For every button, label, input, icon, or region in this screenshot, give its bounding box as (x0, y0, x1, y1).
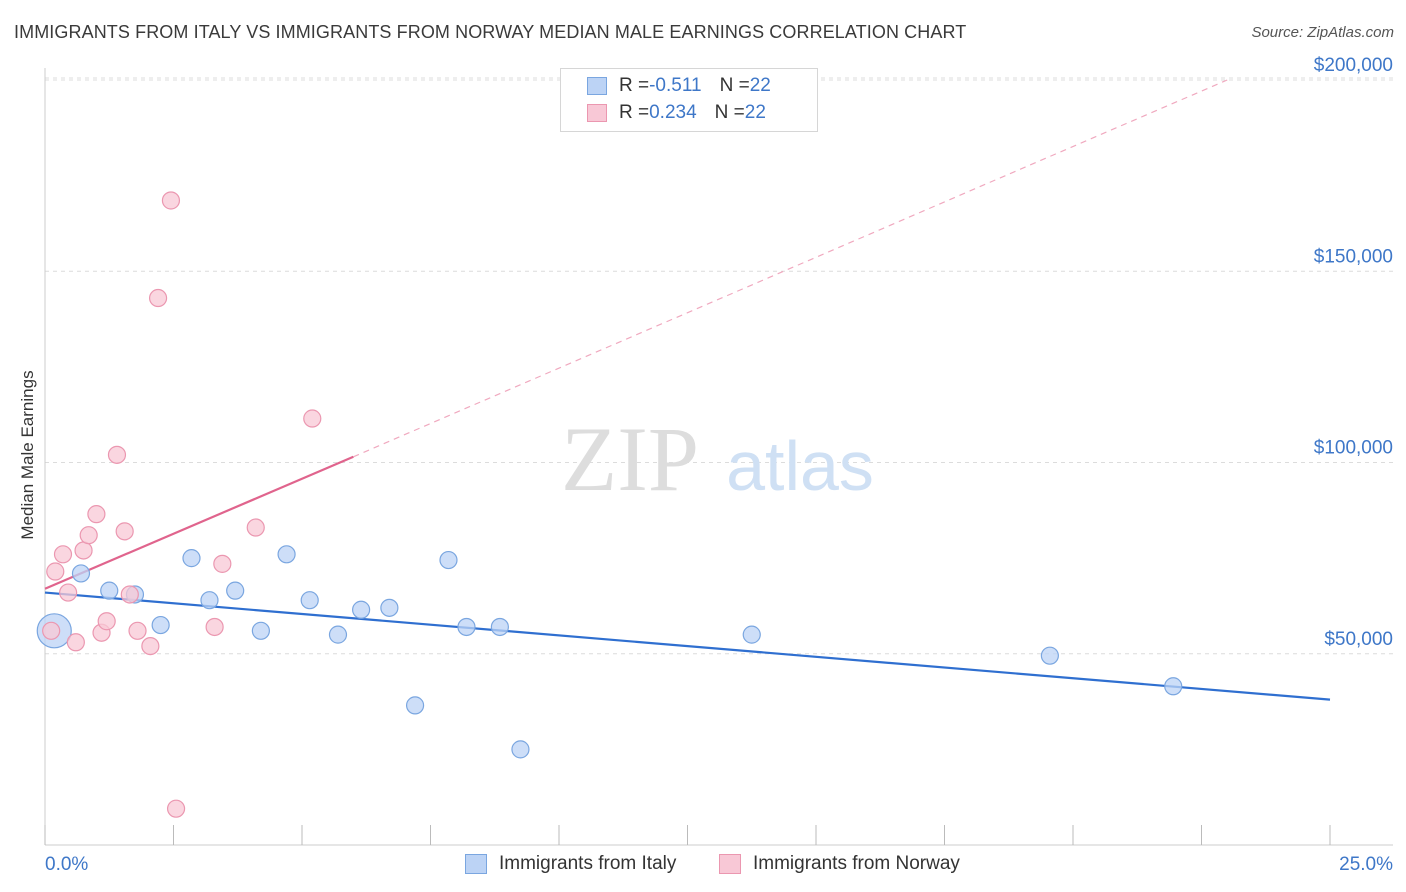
gridlines (45, 77, 1393, 655)
italy-point (490, 617, 509, 637)
norway-legend-swatch (719, 854, 741, 874)
legend-row-norway: R = 0.234 N = 22 (587, 101, 766, 125)
italy-trend-line (44, 591, 1331, 701)
italy-point (439, 550, 458, 570)
norway-point (120, 585, 139, 604)
italy-point (511, 740, 530, 759)
italy-point (328, 625, 348, 644)
italy-point (251, 621, 270, 640)
norway-r-value: 0.234 (649, 102, 697, 123)
norway-point (53, 545, 73, 564)
norway-r-label: R = (619, 102, 650, 123)
norway-point (161, 191, 181, 210)
source-label: Source: ZipAtlas.com (1251, 24, 1394, 41)
italy-point (71, 564, 91, 583)
norway-point (128, 621, 147, 640)
italy-legend-swatch (465, 854, 487, 874)
norway-trend-line (44, 455, 354, 590)
norway-point (115, 522, 134, 541)
italy-point (1040, 646, 1059, 665)
data-points (36, 191, 1183, 818)
norway-point (74, 541, 93, 560)
tick-labels: $50,000 $100,000 $150,000 $200,000 0.0% 25.0% (45, 55, 1393, 875)
italy-legend-label: Immigrants from Italy (499, 853, 677, 874)
italy-point (226, 581, 245, 600)
italy-n-label: N = (719, 75, 750, 96)
norway-point (166, 799, 186, 818)
italy-point (352, 600, 371, 619)
y-tick-label: $150,000 (1314, 246, 1393, 267)
norway-point (79, 526, 98, 545)
y-tick-label: $100,000 (1314, 438, 1393, 459)
norway-legend-label: Immigrants from Norway (753, 853, 960, 874)
watermark-atlas: atlas (726, 427, 874, 505)
norway-trend-extension (353, 79, 1228, 458)
watermark: ZIP atlas (561, 408, 874, 510)
norway-n-label: N = (714, 102, 745, 123)
italy-point (1164, 677, 1183, 696)
norway-point (42, 621, 61, 640)
norway-point (87, 505, 106, 524)
watermark-zip: ZIP (561, 408, 699, 510)
norway-n-value: 22 (744, 102, 766, 123)
norway-point (246, 518, 265, 537)
italy-r-label: R = (619, 75, 650, 96)
norway-point (59, 583, 78, 602)
y-tick-label: $50,000 (1324, 629, 1393, 650)
x-tick-label-left: 0.0% (45, 854, 88, 875)
legend-row-italy: R = -0.511 N = 22 (587, 74, 771, 98)
correlation-legend: R = -0.511 N = 22 R = 0.234 N = 22 (560, 68, 818, 132)
y-tick-label: $200,000 (1314, 55, 1393, 76)
norway-point (66, 633, 85, 652)
italy-point (300, 591, 319, 610)
italy-point (457, 617, 476, 637)
italy-point (380, 598, 399, 617)
bottom-legend-italy: Immigrants from Italy (465, 852, 676, 876)
italy-swatch (587, 77, 607, 95)
norway-point (303, 409, 322, 428)
bottom-legend-norway: Immigrants from Norway (719, 852, 960, 876)
norway-point (97, 612, 116, 631)
trend-lines (44, 79, 1331, 701)
norway-point (107, 445, 127, 464)
italy-point (742, 625, 761, 644)
norway-swatch (587, 104, 607, 122)
axes (44, 68, 1393, 846)
chart-title: IMMIGRANTS FROM ITALY VS IMMIGRANTS FROM… (14, 22, 967, 42)
norway-point (46, 562, 65, 581)
italy-r-value: -0.511 (649, 75, 702, 96)
norway-point (141, 636, 160, 656)
norway-point (148, 288, 168, 308)
italy-point (100, 581, 119, 600)
italy-point (405, 696, 425, 715)
norway-point (205, 617, 224, 637)
italy-point (277, 545, 296, 564)
italy-point (182, 549, 201, 568)
italy-point (151, 615, 170, 635)
italy-point (200, 591, 219, 610)
norway-point (213, 554, 232, 573)
x-tick-label-right: 25.0% (1339, 854, 1393, 875)
italy-n-value: 22 (749, 75, 771, 96)
